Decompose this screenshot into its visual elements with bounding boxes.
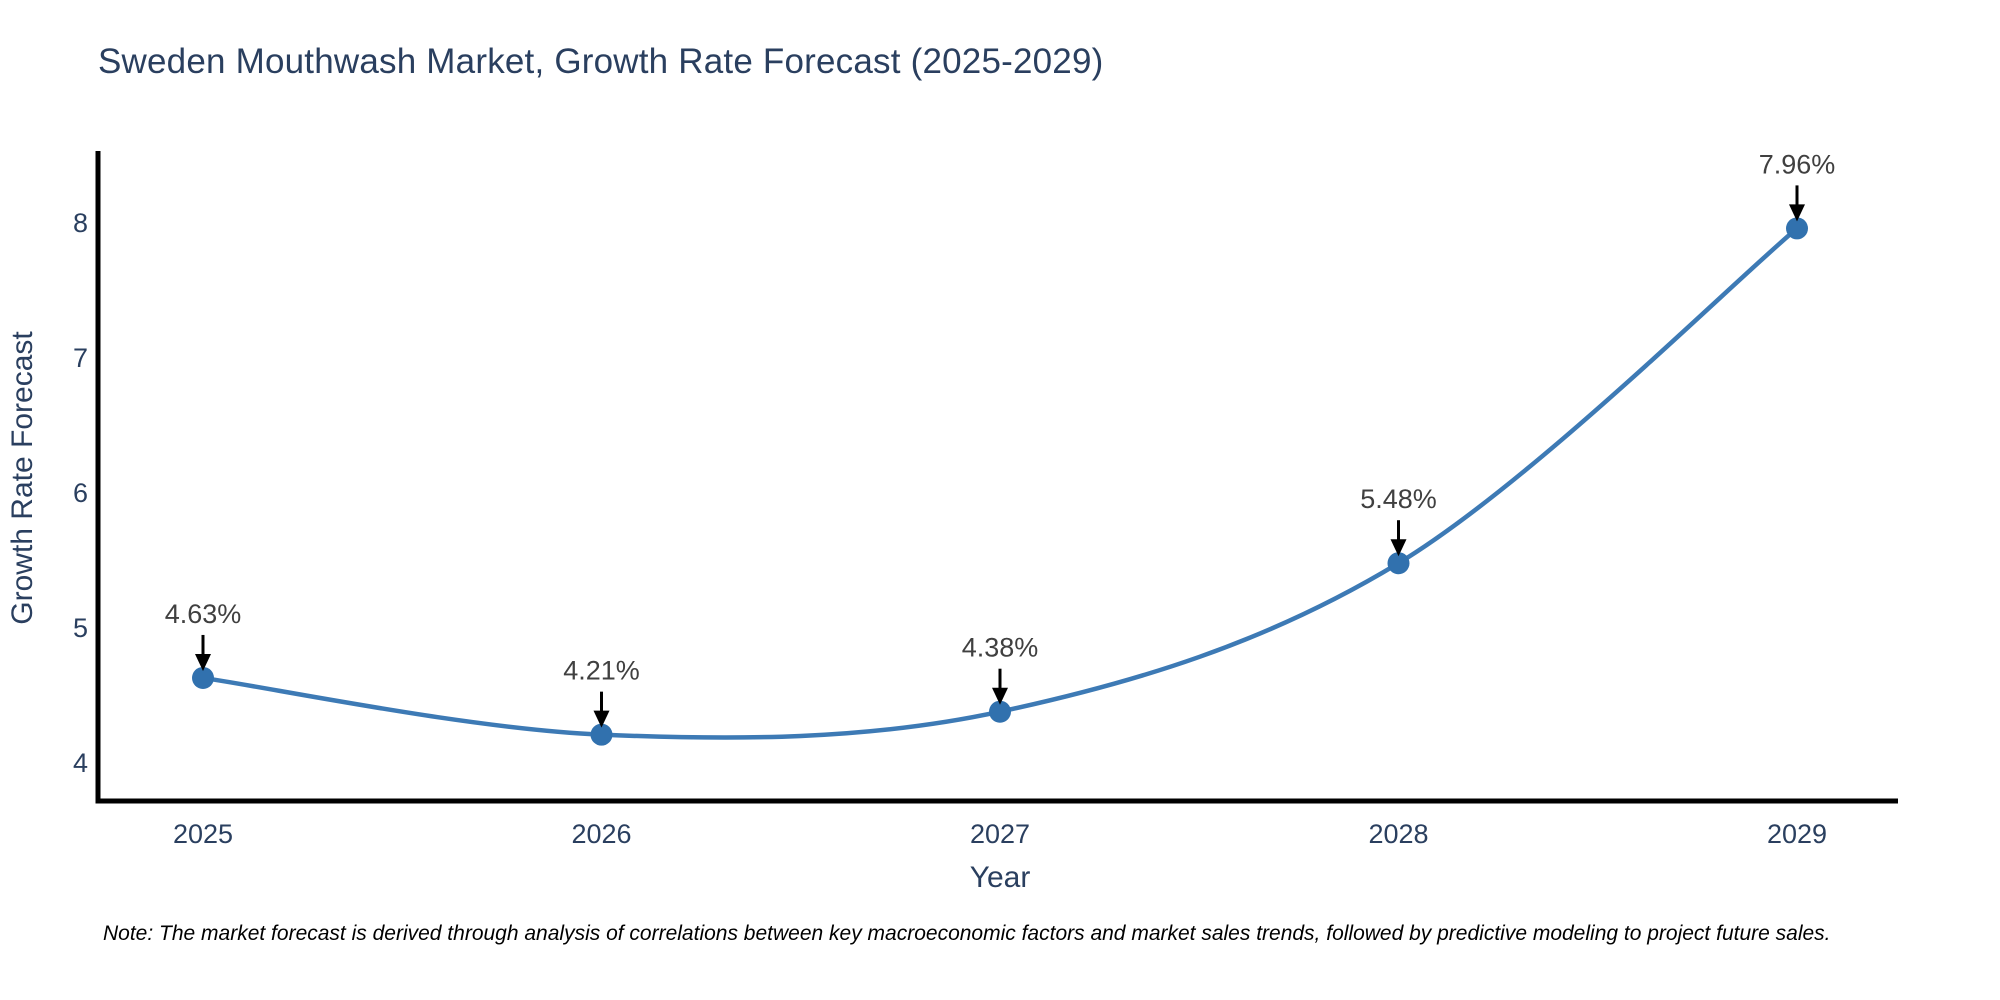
annotations: 4.63% 4.21% 4.38% 5.48% 7.96% [165,149,1836,728]
y-tick-label: 5 [73,613,88,643]
y-tick-label: 4 [73,748,88,778]
annotation: 7.96% [1759,149,1836,222]
annotation-label: 4.63% [165,599,242,629]
annotation-label: 4.21% [563,656,640,686]
data-point[interactable] [989,700,1011,723]
annotation: 4.63% [165,599,242,671]
x-tick-label: 2028 [1368,819,1428,849]
x-tick-label: 2025 [173,819,233,849]
x-axis-title: Year [970,861,1031,894]
arrow-down-icon [1789,204,1805,222]
x-axis: 2025 2026 2027 2028 2029 Year [95,798,1898,894]
annotation: 4.21% [563,656,640,728]
data-point[interactable] [1387,552,1410,575]
x-tick-label: 2027 [970,819,1030,849]
y-tick-label: 8 [73,208,88,238]
data-point[interactable] [1786,217,1808,240]
annotation-label: 7.96% [1759,149,1836,179]
arrow-down-icon [195,653,211,671]
annotation-label: 4.38% [962,633,1039,663]
arrow-down-icon [992,687,1008,705]
annotation: 5.48% [1360,484,1437,557]
data-point[interactable] [192,666,214,689]
footnote: Note: The market forecast is derived thr… [103,922,1831,945]
annotation: 4.38% [962,633,1039,705]
data-point[interactable] [590,723,613,746]
arrow-down-icon [1390,539,1407,557]
data-points [192,217,1808,746]
arrow-down-icon [593,710,610,728]
y-axis: 4 5 6 7 8 Growth Rate Forecast [6,151,101,804]
x-tick-label: 2026 [571,819,631,849]
y-tick-label: 7 [73,343,88,373]
y-axis-title: Growth Rate Forecast [6,331,39,625]
y-tick-label: 6 [73,478,88,508]
x-tick-label: 2029 [1767,819,1827,849]
chart-title: Sweden Mouthwash Market, Growth Rate For… [98,42,1104,81]
annotation-label: 5.48% [1360,484,1437,514]
